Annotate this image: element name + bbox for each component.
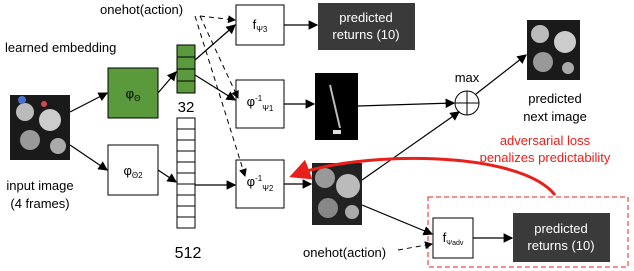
onehot-top: onehot(action) xyxy=(100,2,183,17)
diagram: onehot(action) learned embedding input i… xyxy=(0,0,634,271)
input-frames: (4 frames) xyxy=(10,196,69,211)
decoded-image-1 xyxy=(315,73,358,140)
dim-32: 32 xyxy=(178,99,195,116)
embedding-512 xyxy=(177,118,195,228)
decoded-image-2 xyxy=(312,163,362,225)
decoder1-box xyxy=(236,80,284,128)
returns-output-line2: returns (10) xyxy=(332,27,399,42)
dim-512: 512 xyxy=(175,245,202,262)
returns-output-line1: predicted xyxy=(339,10,392,25)
adv-loss-1: adversarial loss xyxy=(500,133,591,148)
learned-embedding: learned embedding xyxy=(5,40,116,55)
decoder2-box xyxy=(236,160,284,208)
adversary-output-line1: predicted xyxy=(534,221,587,236)
input-image xyxy=(10,95,70,160)
encoder2-box xyxy=(108,145,158,195)
adv-loss-2: penalizes predictability xyxy=(480,150,611,165)
next-image-line2: next image xyxy=(523,109,587,124)
onehot-bottom: onehot(action) xyxy=(303,245,386,260)
input-label: input image xyxy=(6,178,73,193)
max-node xyxy=(455,91,479,115)
adversary-head xyxy=(433,218,473,258)
max-label: max xyxy=(455,70,480,85)
adversary-output-line2: returns (10) xyxy=(527,238,594,253)
next-image-line1: predicted xyxy=(528,91,581,106)
next-image xyxy=(527,20,580,80)
embedding-32 xyxy=(177,45,195,93)
